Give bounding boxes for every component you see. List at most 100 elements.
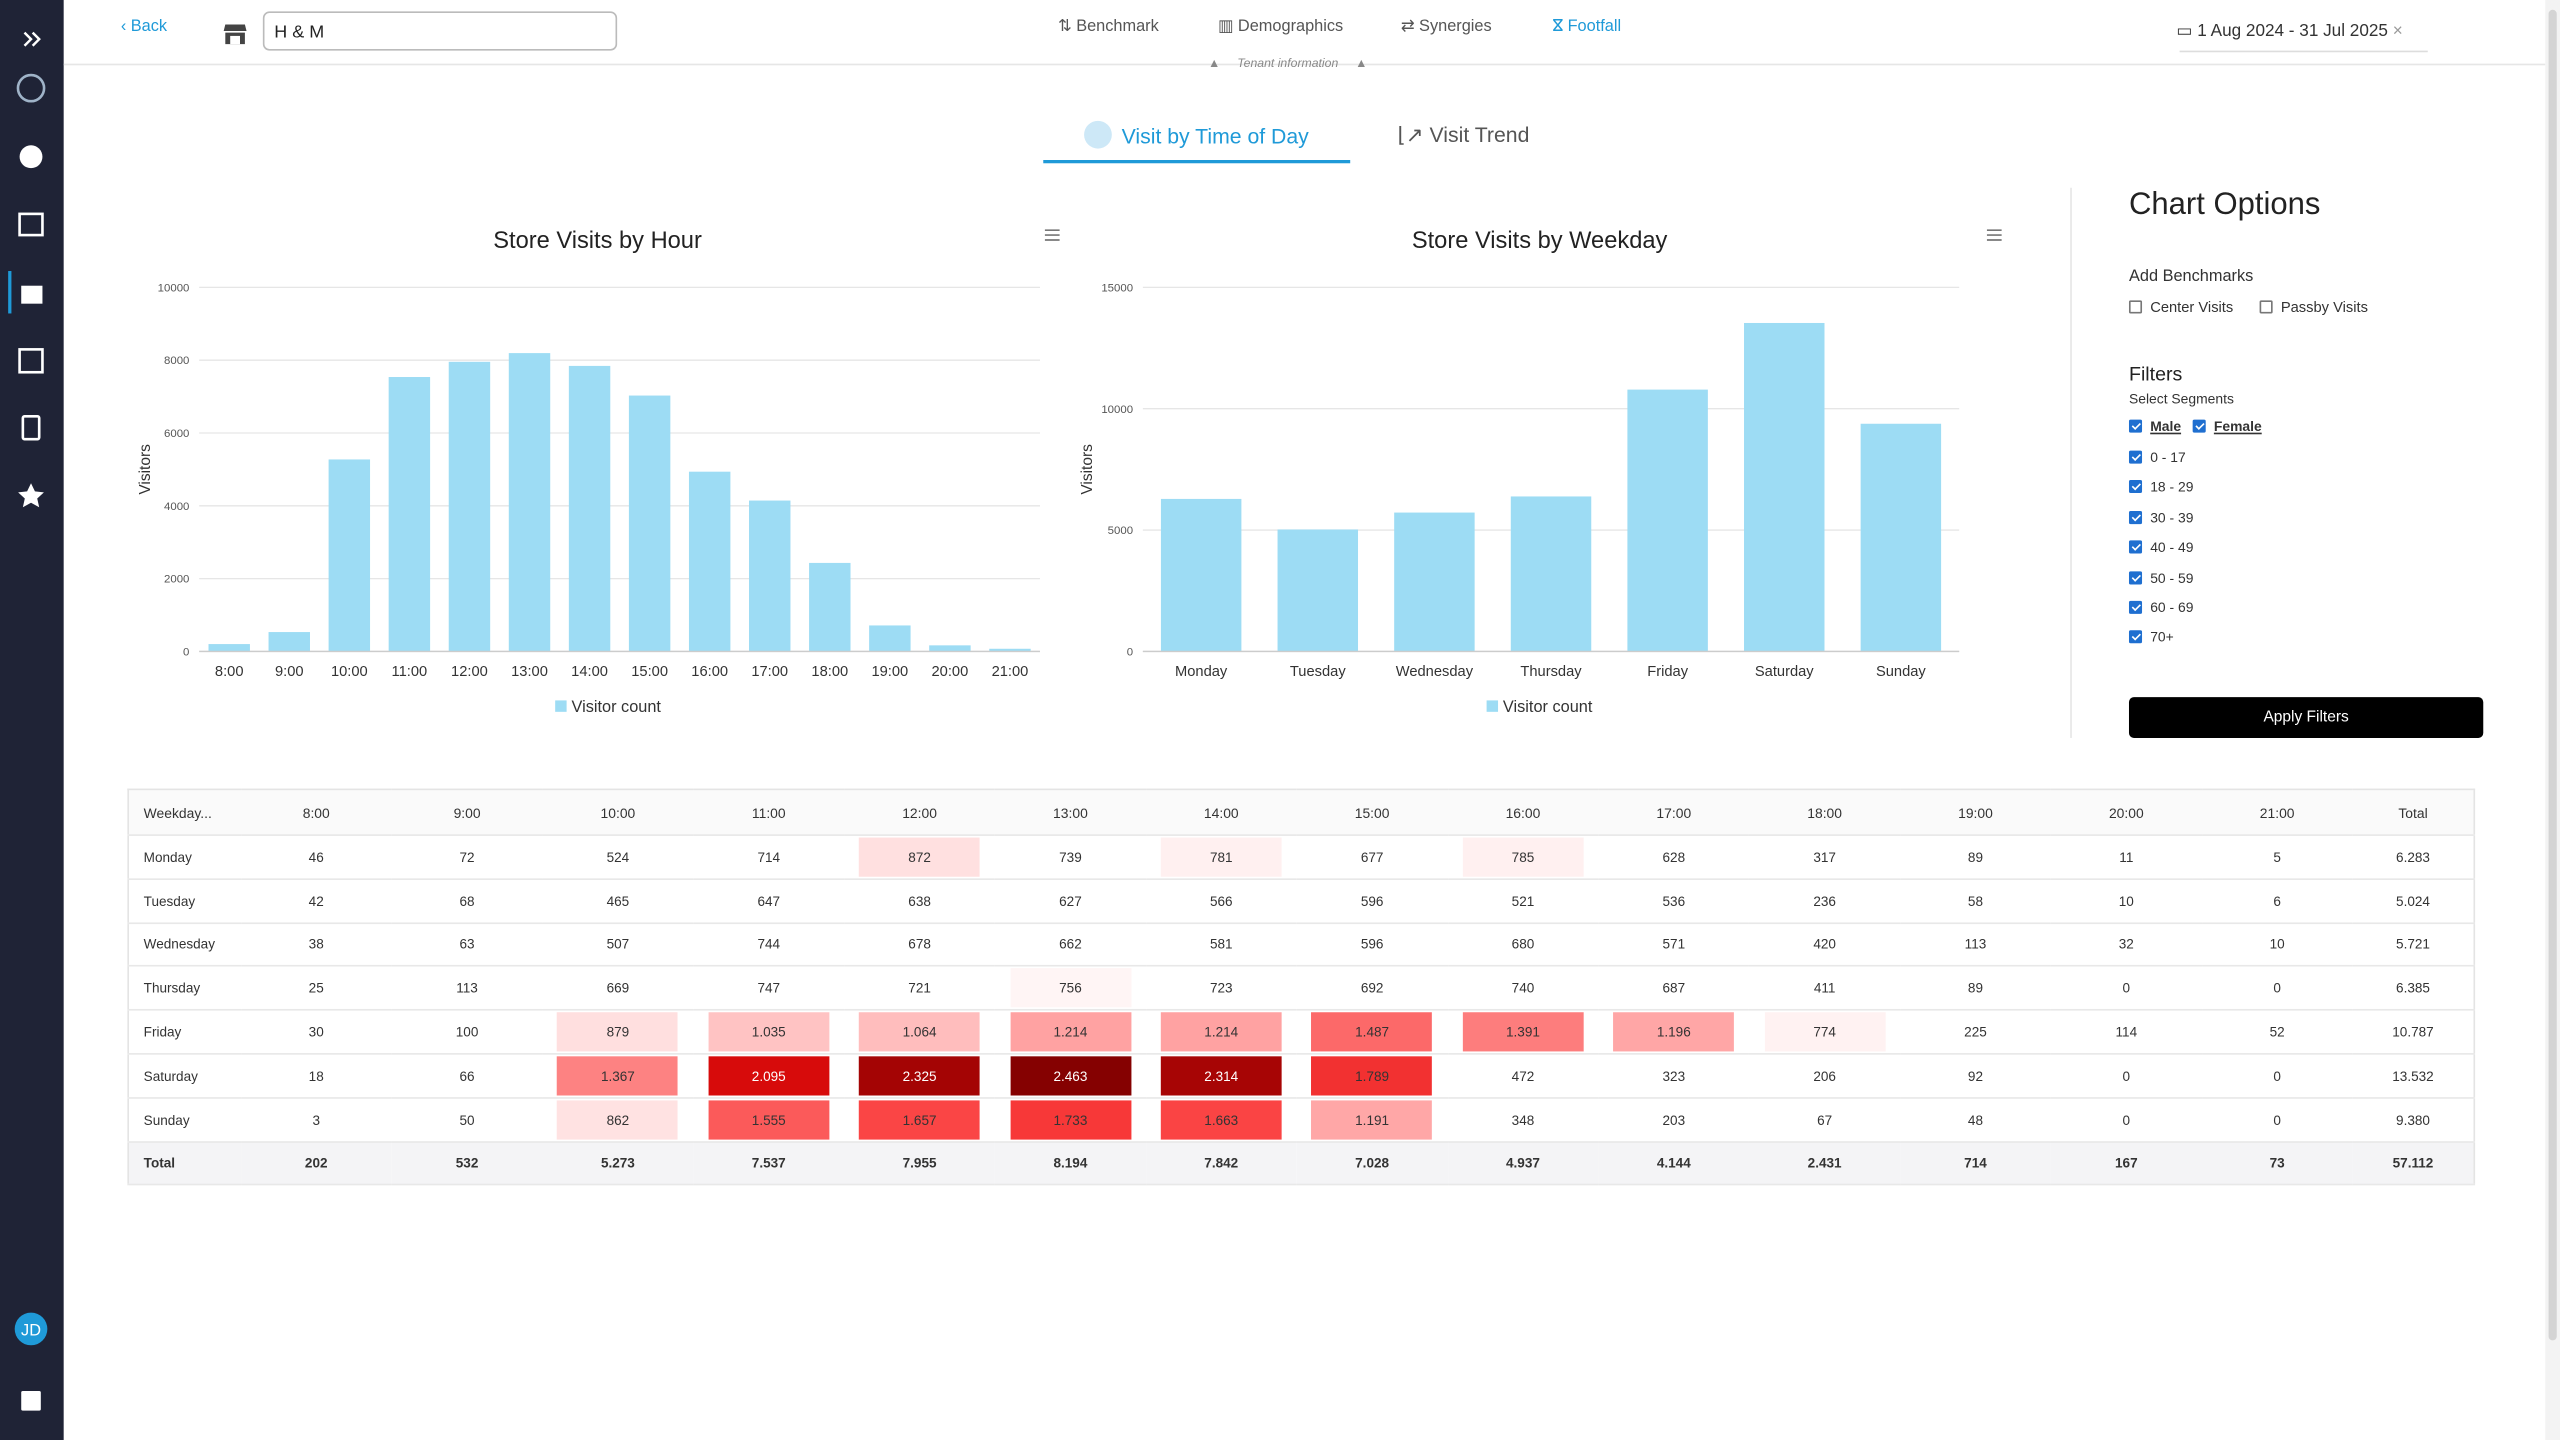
- table-cell: 225: [1900, 1010, 2051, 1055]
- age-option[interactable]: 70+: [2128, 629, 2174, 646]
- cell-value: 2.463: [1010, 1056, 1131, 1096]
- chart-menu[interactable]: [1986, 229, 2002, 241]
- date-range[interactable]: ▭ 1 Aug 2024 - 31 Jul 2025 ×: [2176, 21, 2403, 41]
- x-tick-label: Thursday: [1520, 664, 1582, 680]
- age-option[interactable]: 60 - 69: [2128, 599, 2193, 616]
- table-cell: 2.095: [693, 1053, 845, 1099]
- cell-value: 1.657: [859, 1099, 980, 1140]
- nav-tab[interactable]: ⴵ Footfall: [1552, 17, 1622, 36]
- device-icon[interactable]: [21, 415, 41, 441]
- cell-value: 1.214: [1010, 1012, 1131, 1052]
- subtab[interactable]: ⌊↗ Visit Trend: [1397, 122, 1530, 147]
- globe-icon[interactable]: [19, 145, 43, 169]
- benchmark-option[interactable]: Passby Visits: [2259, 299, 2368, 315]
- cell-value: 1.191: [1311, 1099, 1433, 1140]
- store-search[interactable]: H & M: [262, 11, 618, 51]
- benchmark-option[interactable]: Center Visits: [2128, 298, 2234, 316]
- cell-value: 5: [2273, 848, 2281, 866]
- table-cell: 317: [1749, 835, 1901, 880]
- age-option[interactable]: 18 - 29: [2128, 479, 2193, 495]
- chart-menu[interactable]: [1044, 229, 1060, 241]
- table-cell: 2.325: [844, 1053, 996, 1099]
- table-cell: 7.028: [1296, 1141, 1448, 1186]
- x-tick-label: Tuesday: [1290, 664, 1346, 680]
- table-cell: 73: [2201, 1141, 2353, 1186]
- cell-value: 420: [1813, 936, 1836, 953]
- building-icon[interactable]: [18, 212, 44, 237]
- logo[interactable]: [16, 73, 46, 103]
- table-cell: 203: [1598, 1097, 1750, 1143]
- cell-value: 167: [2115, 1155, 2138, 1172]
- table-cell: 1.663: [1145, 1097, 1297, 1143]
- apply-button[interactable]: Apply Filters: [2128, 697, 2484, 738]
- cell-value: 57.112: [2392, 1155, 2434, 1172]
- cell-value: 5.024: [2396, 892, 2430, 909]
- legend-swatch: [1486, 700, 1499, 712]
- x-tick-label: Saturday: [1755, 664, 1814, 680]
- cell-value: 596: [1360, 892, 1384, 909]
- checkbox: [2128, 450, 2143, 464]
- cell-value: 67: [1817, 1111, 1833, 1128]
- table-cell: 1.214: [995, 1010, 1146, 1055]
- tab-label: Footfall: [1567, 17, 1622, 36]
- cell-value: 7.537: [751, 1155, 786, 1172]
- y-tick-label: 5000: [1108, 525, 1133, 537]
- cell-value: 1.064: [859, 1012, 980, 1052]
- back-button[interactable]: ‹ Back: [120, 17, 168, 36]
- table-cell: 5: [2201, 835, 2353, 880]
- table-cell: 10.787: [2352, 1010, 2475, 1055]
- option-label: 40 - 49: [2150, 539, 2194, 556]
- table-cell: 714: [693, 835, 845, 880]
- cell-value: 566: [1209, 892, 1233, 909]
- nav-tab[interactable]: ⇄ Synergies: [1400, 17, 1492, 36]
- cell-value: 862: [557, 1099, 679, 1140]
- tenant-info-toggle[interactable]: ▲ Tenant information ▲: [1208, 55, 1368, 71]
- cell-value: 3: [312, 1111, 320, 1128]
- avatar[interactable]: [14, 1312, 48, 1346]
- option-label: Center Visits: [2150, 298, 2234, 316]
- linkedin-icon[interactable]: [21, 1391, 41, 1411]
- table-cell: 9.380: [2352, 1097, 2475, 1143]
- layout-icon[interactable]: [18, 348, 44, 374]
- age-option[interactable]: 30 - 39: [2128, 509, 2193, 525]
- table-cell: 1.214: [1145, 1010, 1297, 1055]
- expand-icon[interactable]: [23, 31, 41, 47]
- store-icon[interactable]: [21, 285, 43, 304]
- bar: [448, 361, 491, 652]
- checkbox: [2128, 510, 2143, 524]
- x-tick-label: 19:00: [871, 664, 908, 680]
- table-cell: 2.314: [1145, 1053, 1297, 1099]
- table-cell: 662: [995, 922, 1146, 968]
- table-cell: 11: [2050, 835, 2202, 880]
- table-cell: 3: [240, 1097, 392, 1143]
- benchmarks-title: Add Benchmarks: [2128, 267, 2254, 286]
- column-header: Total: [2352, 789, 2475, 836]
- age-option[interactable]: 50 - 59: [2128, 569, 2193, 585]
- table-cell: 58: [1900, 878, 2051, 924]
- gender-option[interactable]: Female: [2192, 418, 2262, 434]
- table-cell: 781: [1145, 835, 1297, 880]
- cell-value: 50: [459, 1111, 475, 1128]
- sidebar: JD: [0, 0, 64, 1440]
- nav-tab[interactable]: ⇅ Benchmark: [1057, 17, 1159, 36]
- gender-option[interactable]: Male: [2128, 418, 2181, 434]
- subtab[interactable]: Visit by Time of Day: [1084, 120, 1309, 149]
- bar: [1160, 498, 1242, 652]
- cell-value: 11: [2119, 848, 2134, 866]
- table-cell: 18: [240, 1053, 392, 1099]
- row-label: Friday: [128, 1010, 241, 1055]
- table-cell: 1.657: [844, 1097, 996, 1143]
- cell-value: 472: [1511, 1067, 1535, 1084]
- star-icon[interactable]: [18, 483, 44, 508]
- cell-value: 203: [1662, 1111, 1686, 1128]
- y-tick-label: 0: [1127, 647, 1133, 659]
- table-cell: 1.555: [693, 1097, 845, 1143]
- column-header: 17:00: [1598, 789, 1750, 836]
- table-cell: 687: [1598, 966, 1750, 1011]
- nav-tab[interactable]: ▥ Demographics: [1217, 17, 1344, 36]
- age-option[interactable]: 0 - 17: [2128, 449, 2186, 465]
- avatar-initials: JD: [21, 1322, 41, 1340]
- age-option[interactable]: 40 - 49: [2128, 539, 2194, 556]
- y-axis-title: Visitors: [1079, 444, 1096, 495]
- x-tick-label: 18:00: [811, 664, 848, 680]
